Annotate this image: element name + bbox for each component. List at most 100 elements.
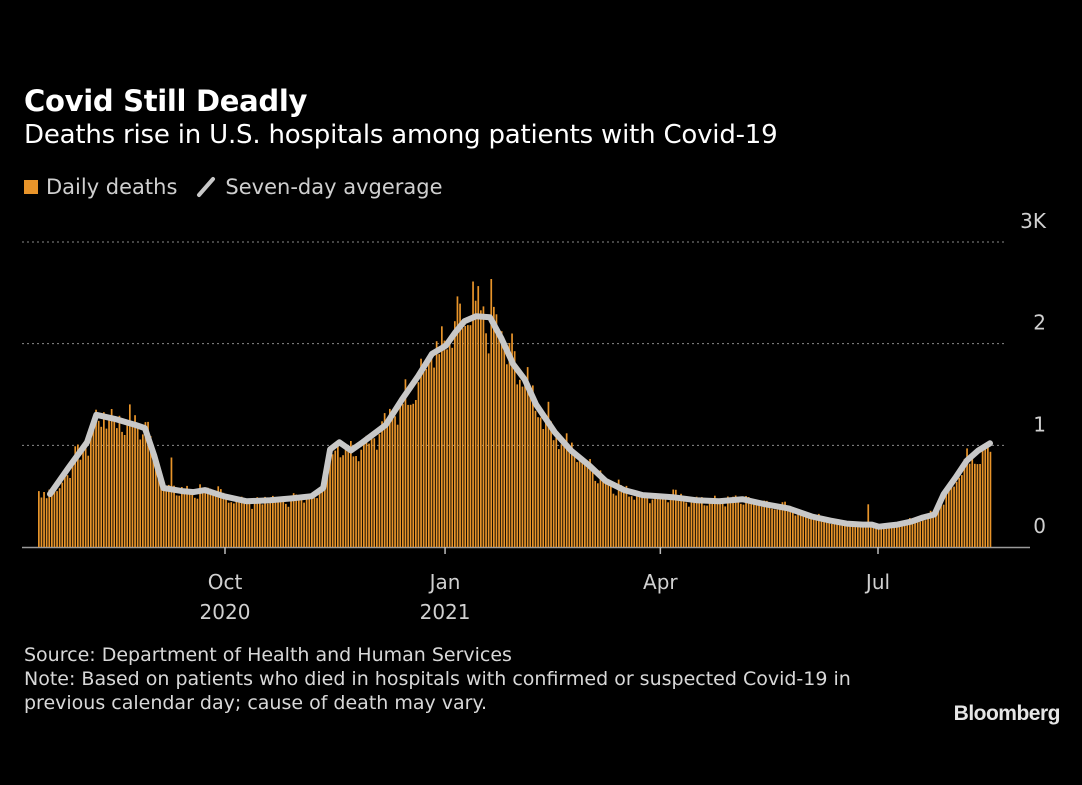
daily-death-bar (157, 473, 160, 547)
daily-death-bar (677, 497, 680, 547)
daily-death-bar (279, 496, 282, 547)
x-tick-sublabel: 2020 (200, 600, 251, 624)
daily-death-bar (318, 491, 321, 547)
daily-death-bar (313, 497, 316, 547)
daily-death-bar (493, 306, 495, 547)
daily-death-bar (381, 421, 383, 547)
y-axis-ticks: 0 1 2 3K (1020, 209, 1047, 538)
daily-death-bar (355, 456, 357, 547)
daily-death-bar (703, 505, 706, 547)
daily-death-bar (461, 328, 464, 547)
daily-death-bar (550, 421, 552, 547)
daily-death-bar (368, 443, 370, 547)
daily-death-bar (667, 502, 669, 547)
daily-death-bar (784, 501, 786, 547)
daily-death-bar (422, 365, 425, 547)
daily-death-bar (448, 338, 451, 547)
daily-death-bar (139, 439, 142, 547)
daily-death-bar (987, 445, 989, 547)
daily-death-bar (222, 492, 225, 547)
daily-death-bar (818, 513, 820, 547)
daily-death-bar (750, 503, 753, 547)
daily-death-bar (370, 436, 373, 547)
daily-death-bar (305, 497, 308, 547)
daily-death-bar (300, 494, 303, 547)
daily-death-bar (84, 442, 87, 547)
daily-death-bar (290, 498, 292, 547)
daily-death-bar (875, 526, 877, 547)
daily-death-bar (326, 469, 329, 547)
daily-death-bar (721, 502, 724, 547)
daily-death-bar (196, 498, 199, 547)
daily-death-bar (794, 515, 797, 547)
daily-death-bar (664, 497, 667, 547)
daily-death-bar (740, 503, 742, 547)
daily-death-bar (90, 427, 92, 547)
daily-death-bar (662, 494, 664, 547)
daily-death-bar (896, 522, 898, 547)
daily-death-bar (914, 520, 916, 547)
daily-death-bar (747, 497, 750, 547)
legend-label-avg: Seven-day avgerage (225, 175, 443, 199)
daily-death-bar (79, 459, 82, 547)
x-tick-sublabel: 2021 (420, 600, 471, 624)
daily-death-bar (805, 514, 807, 547)
daily-death-bar (815, 517, 818, 547)
daily-death-bar (880, 526, 883, 547)
daily-death-bar (927, 515, 929, 547)
daily-death-bar (331, 454, 334, 547)
daily-death-bar (701, 497, 703, 547)
daily-death-bar (66, 475, 69, 547)
daily-death-bar (261, 504, 264, 547)
daily-death-bar (797, 511, 799, 547)
x-tick-label: Apr (643, 570, 678, 594)
daily-death-bar (399, 397, 402, 547)
daily-death-bar (207, 487, 209, 547)
daily-death-bar (974, 463, 976, 547)
daily-death-bar (646, 492, 649, 547)
bloomberg-logo: Bloomberg (953, 702, 1061, 725)
daily-death-bar (594, 480, 597, 547)
daily-death-bar (885, 525, 888, 547)
daily-death-bar (266, 503, 269, 547)
daily-death-bar (277, 501, 279, 547)
daily-death-bar (292, 493, 295, 547)
daily-death-bar (454, 321, 456, 547)
daily-death-bar (807, 517, 810, 547)
daily-death-bar (929, 510, 932, 547)
daily-death-bar (199, 484, 201, 547)
daily-death-bar (225, 496, 227, 547)
daily-death-bar (324, 484, 326, 547)
daily-death-bar (578, 458, 581, 547)
daily-death-bar (586, 462, 589, 547)
legend-item-avg: Seven-day avgerage (195, 175, 443, 199)
daily-death-bar (529, 391, 532, 547)
daily-death-bar (768, 504, 771, 547)
daily-death-bar (464, 326, 467, 547)
daily-death-bar (820, 516, 823, 547)
daily-death-bar (838, 522, 841, 547)
daily-death-bar (893, 526, 896, 547)
daily-death-bar (110, 409, 113, 547)
daily-death-bar (620, 485, 623, 547)
daily-death-bar (394, 416, 396, 547)
daily-death-bar (386, 424, 389, 547)
daily-death-bar (407, 404, 409, 547)
daily-death-bar (563, 440, 565, 547)
daily-death-bar (599, 470, 602, 547)
daily-death-bar (95, 409, 97, 547)
daily-death-bar (485, 333, 487, 547)
daily-death-bar (924, 520, 927, 547)
daily-death-bar (482, 306, 485, 547)
daily-death-bar (870, 525, 872, 547)
daily-death-bar (849, 524, 851, 547)
daily-death-bar (45, 498, 48, 547)
daily-death-bar (472, 281, 474, 547)
daily-death-bar (342, 455, 344, 547)
daily-death-bar (204, 491, 207, 547)
daily-death-bar (961, 475, 963, 547)
daily-death-bar (149, 436, 152, 547)
daily-death-bar (690, 499, 693, 547)
daily-death-bar (812, 519, 815, 547)
daily-death-bar (56, 491, 58, 547)
